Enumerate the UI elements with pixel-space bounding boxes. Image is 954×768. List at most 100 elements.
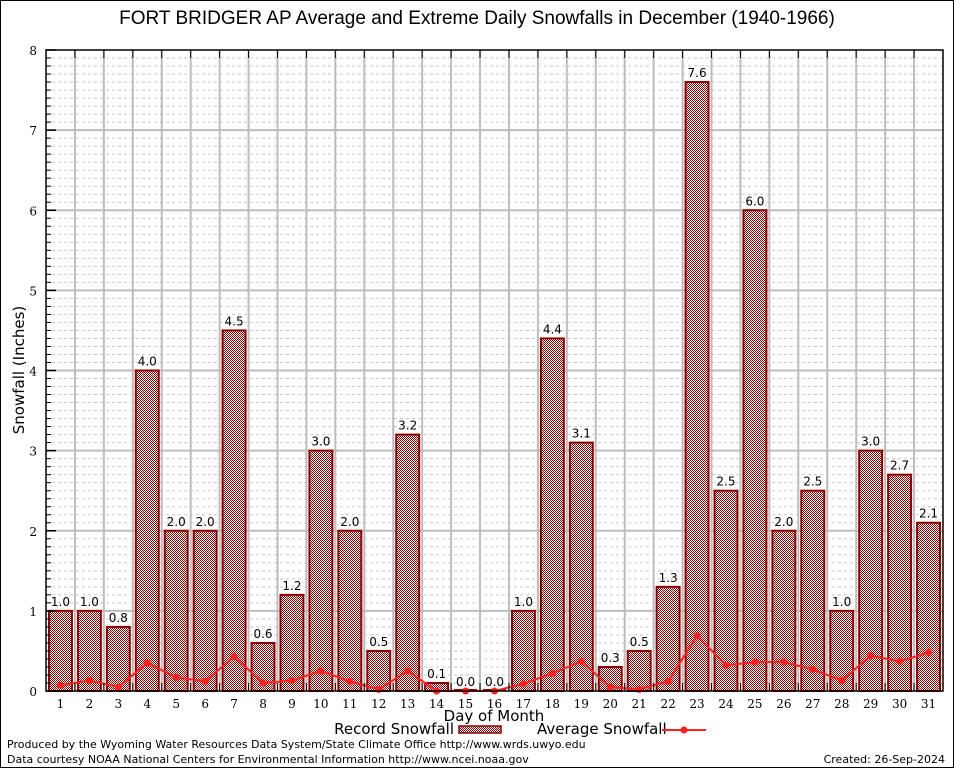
x-tick-label: 11	[342, 697, 357, 711]
x-tick-label: 10	[313, 697, 328, 711]
bar-value-label: 4.4	[543, 322, 562, 336]
x-tick-label: 24	[718, 697, 734, 711]
record-bar	[800, 489, 826, 692]
average-point	[114, 683, 122, 691]
grid	[46, 50, 943, 691]
bar-value-label: 0.5	[369, 635, 388, 649]
y-tick-label: 5	[29, 284, 37, 298]
footer-produced-by: Produced by the Wyoming Water Resources …	[7, 738, 586, 751]
x-tick-label: 15	[458, 697, 473, 711]
bars: 1.0 1.0 0.8 4.0 2.0 2.0 4.5 0.6 1.2 3.0 2.0 0.5 3.2 0…	[48, 66, 941, 693]
x-tick-label: 23	[689, 697, 704, 711]
average-point	[317, 667, 325, 675]
x-tick-label: 6	[201, 697, 209, 711]
record-bar	[771, 529, 797, 692]
average-point	[172, 673, 180, 681]
x-tick-label: 12	[371, 697, 386, 711]
bar-value-label: 2.7	[890, 459, 909, 473]
legend-average-marker	[680, 726, 688, 734]
average-point	[548, 669, 556, 677]
record-bar	[655, 585, 681, 693]
bar-value-label: 0.1	[427, 667, 446, 681]
bar-value-label: 1.0	[832, 595, 851, 609]
bar-value-label: 3.0	[861, 435, 880, 449]
bar-value-label: 2.1	[919, 507, 938, 521]
average-point	[259, 679, 267, 687]
average-point	[288, 677, 296, 685]
average-point	[867, 652, 875, 660]
record-bar	[568, 441, 594, 692]
bar-value-label: 0.3	[601, 651, 620, 665]
record-bar	[192, 529, 218, 692]
bar-value-label: 1.2	[282, 579, 301, 593]
average-point	[201, 677, 209, 685]
x-tick-label: 25	[747, 697, 762, 711]
average-point	[404, 667, 412, 675]
x-tick-label: 17	[516, 697, 531, 711]
bar-value-label: 2.0	[340, 515, 359, 529]
bar-value-label: 2.0	[774, 515, 793, 529]
record-bar	[337, 529, 363, 692]
bar-value-label: 0.8	[109, 611, 128, 625]
record-bar	[308, 449, 334, 692]
record-bar	[221, 329, 247, 692]
bar-value-label: 1.3	[659, 571, 678, 585]
average-point	[346, 677, 354, 685]
y-tick-label: 7	[29, 124, 37, 138]
record-bar	[916, 521, 941, 692]
x-tick-label: 5	[172, 697, 180, 711]
y-axis-label: Snowfall (Inches)	[10, 306, 28, 434]
x-axis-label: Day of Month	[444, 707, 545, 725]
average-point	[780, 658, 788, 666]
legend-record-swatch	[458, 725, 502, 734]
y-tick-label: 3	[29, 445, 37, 459]
record-bar	[279, 593, 305, 692]
record-bar	[626, 649, 652, 692]
bar-value-label: 4.5	[225, 314, 244, 328]
y-tick-label: 2	[29, 525, 37, 539]
record-bar	[48, 609, 73, 692]
bar-value-label: 1.0	[514, 595, 533, 609]
plot-border	[45, 49, 944, 692]
average-point	[896, 657, 904, 665]
x-tick-label: 7	[230, 697, 238, 711]
x-tick-label: 30	[892, 697, 907, 711]
average-point	[577, 657, 585, 665]
average-point	[230, 653, 238, 661]
x-tick-label: 18	[545, 697, 560, 711]
bar-value-label: 7.6	[688, 66, 707, 80]
x-tick-label: 28	[834, 697, 849, 711]
average-point	[143, 659, 151, 667]
footer-courtesy: Data courtesy NOAA National Centers for …	[7, 753, 529, 766]
x-tick-label: 16	[487, 697, 502, 711]
x-tick-label: 21	[632, 697, 647, 711]
average-point	[809, 665, 817, 673]
average-point	[838, 677, 846, 685]
average-point	[375, 685, 383, 693]
x-tick-label: 4	[143, 697, 151, 711]
x-tick-label: 9	[288, 697, 296, 711]
x-tick-label: 27	[805, 697, 820, 711]
record-bar	[713, 489, 739, 692]
bar-value-label: 2.5	[716, 475, 735, 489]
average-point	[85, 677, 93, 685]
x-tick-label: 20	[603, 697, 618, 711]
legend-record-label: Record Snowfall	[334, 720, 454, 738]
bar-value-label: 1.0	[51, 595, 70, 609]
record-bar	[539, 337, 565, 692]
x-tick-label: 29	[863, 697, 878, 711]
y-tick-label: 4	[29, 365, 37, 379]
bar-value-label: 6.0	[745, 194, 764, 208]
average-point	[606, 683, 614, 691]
bar-value-label: 2.5	[803, 475, 822, 489]
bar-value-label: 3.2	[398, 419, 417, 433]
y-tick-label: 6	[29, 204, 37, 218]
bar-value-label: 2.0	[196, 515, 215, 529]
average-point	[519, 680, 527, 688]
x-tick-label: 14	[429, 697, 445, 711]
chart-title: FORT BRIDGER AP Average and Extreme Dail…	[119, 8, 835, 29]
x-tick-label: 2	[86, 697, 94, 711]
average-point	[664, 677, 672, 685]
